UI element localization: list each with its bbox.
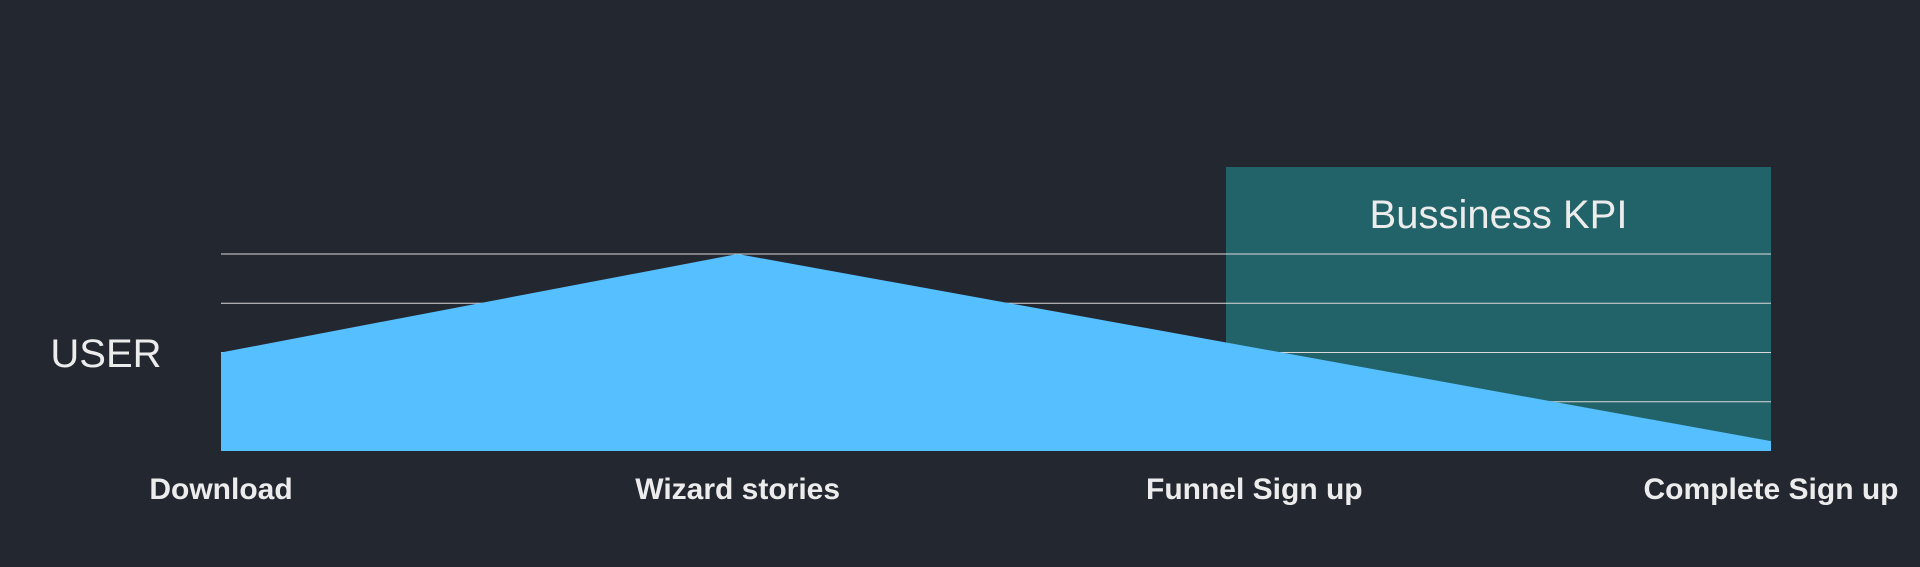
x-tick-label: Complete Sign up: [1644, 473, 1899, 506]
x-tick-label: Wizard stories: [635, 473, 840, 506]
x-tick-label: Funnel Sign up: [1146, 473, 1363, 506]
y-axis-label: USER: [50, 332, 161, 376]
x-tick-label: Download: [149, 473, 292, 506]
x-axis-tick-labels: Download Wizard stories Funnel Sign up Comp…: [149, 473, 1898, 506]
business-kpi-label: Bussiness KPI: [1370, 193, 1628, 237]
